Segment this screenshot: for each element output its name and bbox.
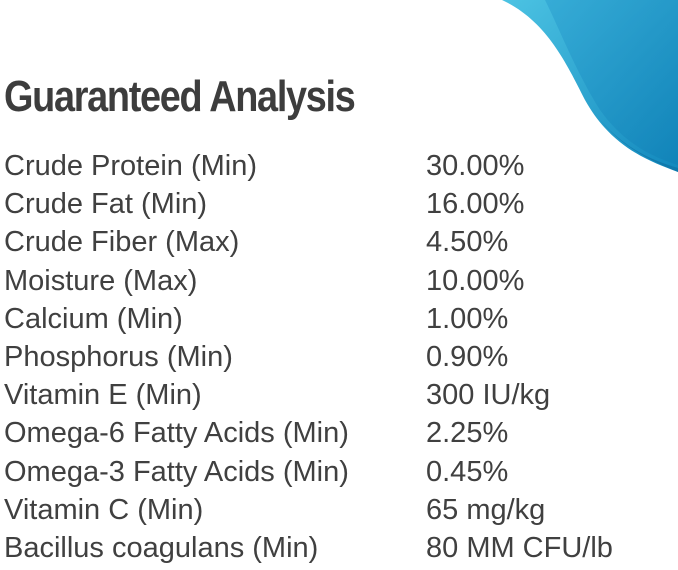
analysis-row: Vitamin C (Min) 65 mg/kg bbox=[4, 493, 545, 532]
nutrient-label: Crude Fiber (Max) bbox=[4, 226, 240, 259]
nutrient-value: 30.00% bbox=[426, 150, 525, 182]
nutrient-label: Moisture (Max) bbox=[4, 264, 198, 297]
nutrient-label: Calcium (Min) bbox=[4, 302, 183, 335]
analysis-row: Crude Fat (Min) 16.00% bbox=[4, 188, 524, 226]
nutrient-value: 2.25% bbox=[426, 417, 509, 450]
analysis-row: Vitamin E (Min) 300 IU/kg bbox=[4, 379, 550, 417]
nutrient-value: 16.00% bbox=[426, 188, 525, 221]
nutrient-label: Omega-6 Fatty Acids (Min) bbox=[4, 417, 349, 450]
page-title: Guaranteed Analysis bbox=[4, 72, 356, 121]
nutrient-label: Bacillus coagulans (Min) bbox=[4, 532, 319, 564]
nutrient-value: 65 mg/kg bbox=[426, 493, 546, 526]
analysis-row: Calcium (Min) 1.00% bbox=[4, 302, 508, 341]
analysis-row: Omega-6 Fatty Acids (Min) 2.25% bbox=[4, 417, 508, 455]
analysis-row: Omega-3 Fatty Acids (Min) 0.45% bbox=[4, 455, 508, 494]
nutrient-label: Vitamin C (Min) bbox=[4, 493, 204, 526]
analysis-row: Phosphorus (Min) 0.90% bbox=[4, 341, 508, 379]
analysis-row: Bacillus coagulans (Min) 80 MM CFU/lb bbox=[4, 532, 613, 570]
nutrient-value: 300 IU/kg bbox=[426, 379, 551, 412]
nutrient-value: 0.45% bbox=[426, 455, 509, 488]
nutrient-label: Phosphorus (Min) bbox=[4, 341, 233, 373]
nutrient-value: 10.00% bbox=[426, 264, 525, 297]
analysis-row: Crude Fiber (Max) 4.50% bbox=[4, 226, 508, 264]
nutrient-value: 0.90% bbox=[426, 341, 509, 373]
nutrient-label: Omega-3 Fatty Acids (Min) bbox=[4, 455, 349, 488]
nutrient-label: Crude Protein (Min) bbox=[4, 150, 258, 182]
nutrient-value: 1.00% bbox=[426, 302, 509, 335]
nutrient-label: Crude Fat (Min) bbox=[4, 188, 208, 221]
analysis-row: Moisture (Max) 10.00% bbox=[4, 264, 524, 303]
nutrient-label: Vitamin E (Min) bbox=[4, 379, 202, 412]
nutrient-value: 80 MM CFU/lb bbox=[426, 532, 613, 564]
analysis-row: Crude Protein (Min) 30.00% bbox=[4, 150, 524, 188]
nutrient-value: 4.50% bbox=[426, 226, 509, 259]
